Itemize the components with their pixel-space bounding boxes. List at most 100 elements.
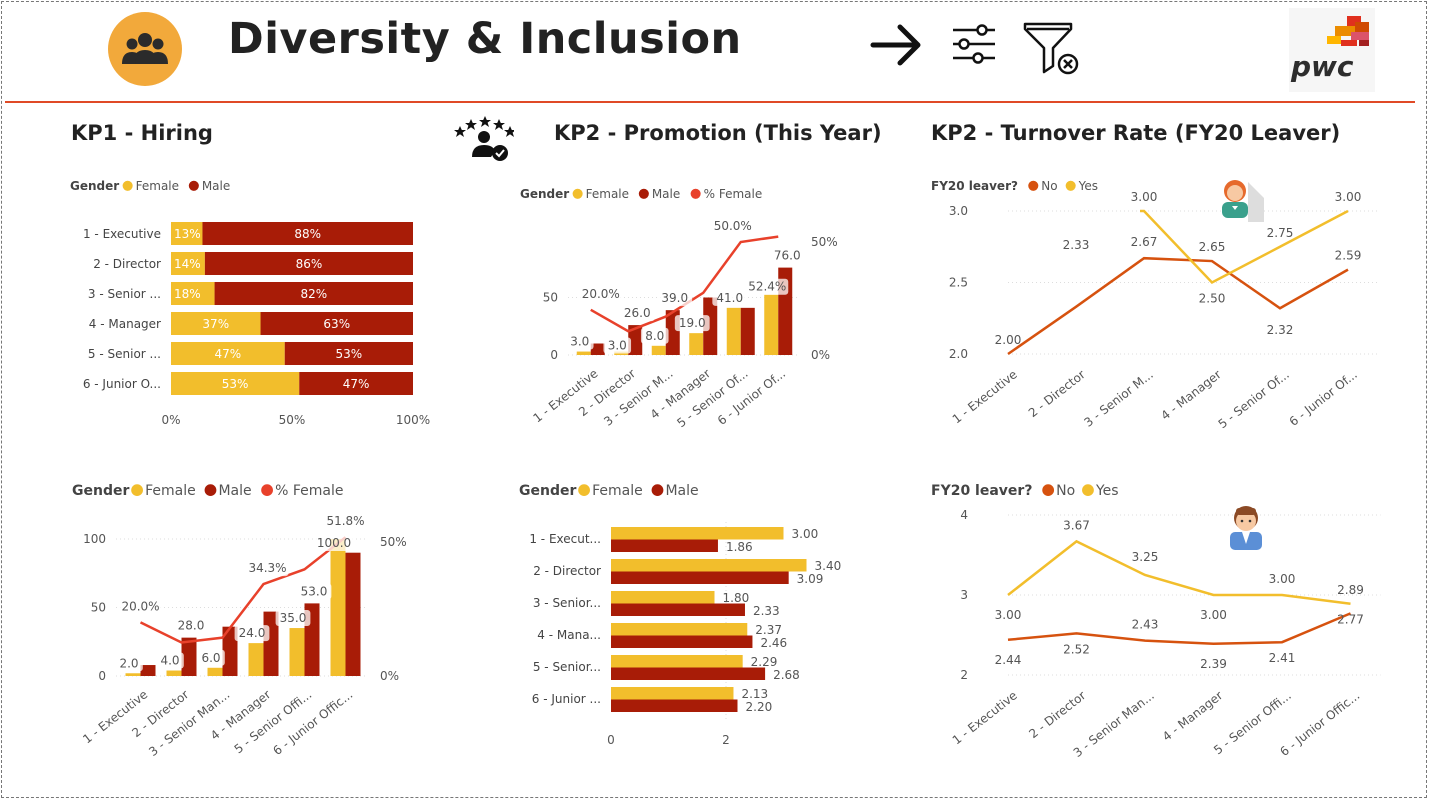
legend-entry: No: [1041, 179, 1057, 193]
data-label: 1.80: [723, 591, 750, 605]
data-label: 3.0: [608, 339, 627, 353]
data-label: 34.3%: [248, 561, 286, 575]
section-title-promotion: KP2 - Promotion (This Year): [554, 121, 882, 145]
legend-marker: [122, 180, 133, 191]
data-label: 4.0: [160, 654, 179, 668]
data-label-bg: [119, 598, 162, 615]
bar-male: [703, 297, 718, 355]
y-tick-label: 0: [98, 669, 106, 683]
section-title-hiring: KP1 - Hiring: [71, 121, 213, 145]
data-label-bg: [115, 655, 143, 672]
line-yes: [1140, 209, 1349, 285]
x-tick-label: 4 - Manager: [1160, 688, 1226, 744]
data-label: 2.52: [1063, 642, 1090, 656]
bar-female: [611, 559, 807, 572]
legend-entry: Male: [652, 187, 680, 201]
legend-title: FY20 leaver?: [931, 179, 1018, 193]
y-tick-label: 3: [960, 588, 968, 602]
bar-female: [611, 623, 748, 636]
female-avatar-icon: [1218, 172, 1264, 226]
legend-marker: [261, 484, 273, 496]
bar-male: [345, 552, 361, 676]
x-tick-label: 2 - Director: [1026, 688, 1088, 741]
data-label: 53.0: [301, 584, 328, 598]
data-label-bg: [619, 305, 655, 322]
x-tick-label: 6 - Junior Of...: [1287, 367, 1360, 429]
data-label-bg: [674, 315, 710, 332]
y-tick-label: 5 - Senior...: [533, 660, 601, 674]
data-label: 2.44: [995, 653, 1022, 667]
data-label-bg: [769, 247, 805, 264]
y-tick-label: 2 - Director: [533, 564, 601, 578]
data-label: 2.46: [760, 636, 787, 650]
legend-marker: [1082, 484, 1094, 496]
pwc-logo: pwc: [1289, 8, 1375, 92]
bar-male: [222, 626, 238, 676]
y-tick-label: 3 - Senior ...: [88, 287, 161, 301]
data-label: 3.67: [1063, 518, 1090, 532]
data-label: 47%: [215, 347, 242, 361]
bar-male: [590, 343, 605, 355]
people-icon: [108, 12, 182, 86]
data-label: 2.0: [119, 656, 138, 670]
data-label-bg: [296, 583, 332, 600]
data-label: 2.37: [755, 623, 782, 637]
data-label-bg: [234, 625, 270, 642]
sliders-icon[interactable]: [950, 20, 998, 72]
bar-female: [330, 539, 346, 676]
y-tick-label: 6 - Junior O...: [83, 377, 161, 391]
data-label: 3.40: [815, 559, 842, 573]
data-label: 3.00: [792, 527, 819, 541]
legend-entry: % Female: [275, 483, 343, 499]
x-tick-label: 2 - Director: [1026, 367, 1088, 420]
legend-entry: Male: [218, 483, 251, 499]
x-tick-label: 1 - Executive: [950, 367, 1020, 426]
data-label: 3.09: [797, 572, 824, 586]
data-label-bg: [565, 333, 594, 350]
y-tick-label: 2 - Director: [93, 257, 161, 271]
data-label: 20.0%: [582, 287, 620, 301]
y-tick-label: 4: [960, 508, 968, 522]
y-tick-label: 3.0: [949, 204, 968, 218]
clear-filter-icon[interactable]: [1022, 20, 1082, 82]
legend-entry: No: [1056, 483, 1075, 499]
arrow-right-icon[interactable]: [870, 22, 924, 72]
data-label: 2.43: [1132, 618, 1159, 632]
line-no: [1007, 256, 1349, 356]
data-label: 100.0: [317, 536, 351, 550]
promotion-avg-chart: Gender Female Male 1 - Execut... 3.00 1.86 2 -…: [519, 483, 842, 747]
bar-female: [611, 687, 734, 700]
data-label: 2.39: [1200, 657, 1227, 671]
data-label: 51.8%: [326, 514, 364, 528]
data-label: 2.67: [1131, 235, 1158, 249]
y-tick-label: 50: [543, 291, 558, 305]
y-tick-label: 2.5: [949, 276, 968, 290]
data-label: 3.25: [1132, 550, 1159, 564]
bar-male: [140, 665, 156, 676]
data-label: 3.00: [1335, 190, 1362, 204]
data-label: 2.00: [995, 333, 1022, 347]
data-label: 24.0: [239, 626, 266, 640]
data-label: 13%: [174, 227, 201, 241]
bar-female: [171, 222, 203, 245]
legend-marker: [572, 188, 583, 199]
data-label: 37%: [202, 317, 229, 331]
legend-marker: [651, 484, 664, 496]
y-tick-label: 3 - Senior...: [533, 596, 601, 610]
y-tick-label: 50: [91, 601, 106, 615]
bar-male: [611, 603, 745, 616]
data-label: 14%: [174, 257, 201, 271]
pwc-logo-text: pwc: [1290, 50, 1354, 83]
data-label: 2.77: [1337, 612, 1364, 626]
data-label-bg: [313, 535, 355, 551]
data-label: 2.29: [751, 655, 778, 669]
bar-male: [611, 699, 738, 712]
y-tick-label: 1 - Executive: [83, 227, 161, 241]
legend-title: Gender: [72, 483, 129, 499]
data-label: 19.0: [679, 316, 706, 330]
bar-male: [299, 372, 413, 395]
data-label: 35.0: [280, 611, 307, 625]
x-tick-label: 5 - Senior Of...: [1216, 367, 1292, 431]
y-tick-label: 100: [83, 532, 106, 546]
bar-male: [202, 222, 413, 245]
